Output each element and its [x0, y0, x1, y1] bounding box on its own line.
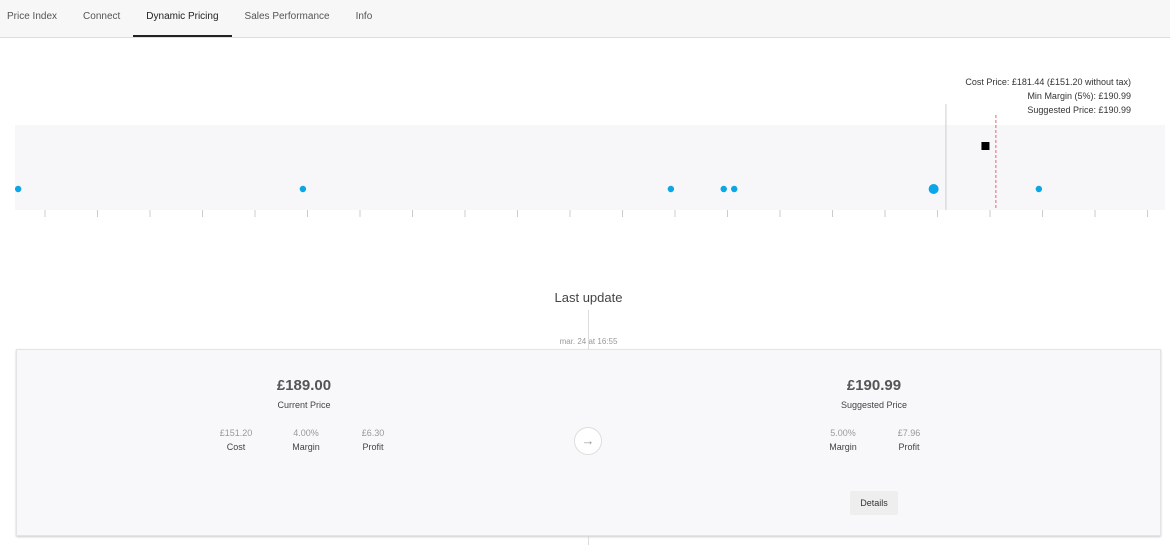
price-strip-chart: [14, 104, 1165, 217]
suggested-price-label: Suggested Price: [840, 400, 908, 410]
current-cost-stat: £151.20 Cost: [201, 428, 271, 452]
competitor-price-point: [299, 185, 307, 193]
arrow-right-icon: →: [574, 427, 602, 455]
current-margin-stat: 4.00% Margin: [271, 428, 341, 452]
tab-dynamic-pricing[interactable]: Dynamic Pricing: [133, 0, 232, 37]
cost-price-annotation: Cost Price: £181.44 (£151.20 without tax…: [965, 77, 1131, 87]
suggested-margin-stat: 5.00% Margin: [808, 428, 878, 452]
chart-band: [15, 125, 1165, 210]
stat-value: £6.30: [361, 428, 385, 438]
stat-label: Margin: [292, 442, 320, 452]
current-profit-stat: £6.30 Profit: [338, 428, 408, 452]
competitor-price-point: [14, 185, 22, 193]
suggested-price-annotation: Suggested Price: £190.99: [1027, 105, 1131, 115]
suggested-price-value: £190.99: [846, 377, 902, 394]
competitor-price-point: [928, 184, 939, 194]
details-button[interactable]: Details: [850, 491, 898, 515]
stat-label: Profit: [898, 442, 920, 452]
tab-sales-performance[interactable]: Sales Performance: [244, 11, 330, 22]
stat-label: Cost: [226, 442, 246, 452]
competitor-price-point: [720, 185, 727, 193]
competitor-price-point: [1035, 185, 1043, 193]
min-margin-annotation: Min Margin (5%): £190.99: [1027, 91, 1131, 101]
stat-value: 5.00%: [830, 428, 856, 438]
last-update-date: mar. 24 at 16:55: [559, 337, 618, 346]
tab-price-index[interactable]: Price Index: [7, 11, 58, 22]
stat-value: 4.00%: [293, 428, 319, 438]
current-price-value: £189.00: [276, 377, 332, 394]
stat-value: £7.96: [897, 428, 921, 438]
tab-info[interactable]: Info: [355, 11, 373, 22]
chart-annotations: Cost Price: £181.44 (£151.20 without tax…: [900, 75, 1131, 117]
current-price-marker: [981, 142, 990, 150]
tab-bar: Price Index Connect Dynamic Pricing Sale…: [0, 0, 1170, 38]
last-update-title: Last update: [554, 290, 623, 305]
stat-value: £151.20: [219, 428, 253, 438]
current-price-label: Current Price: [277, 400, 331, 410]
competitor-price-point: [731, 185, 738, 193]
stat-label: Margin: [829, 442, 857, 452]
competitor-price-point: [667, 185, 675, 193]
tab-connect[interactable]: Connect: [83, 11, 121, 22]
suggested-profit-stat: £7.96 Profit: [874, 428, 944, 452]
stat-label: Profit: [362, 442, 384, 452]
